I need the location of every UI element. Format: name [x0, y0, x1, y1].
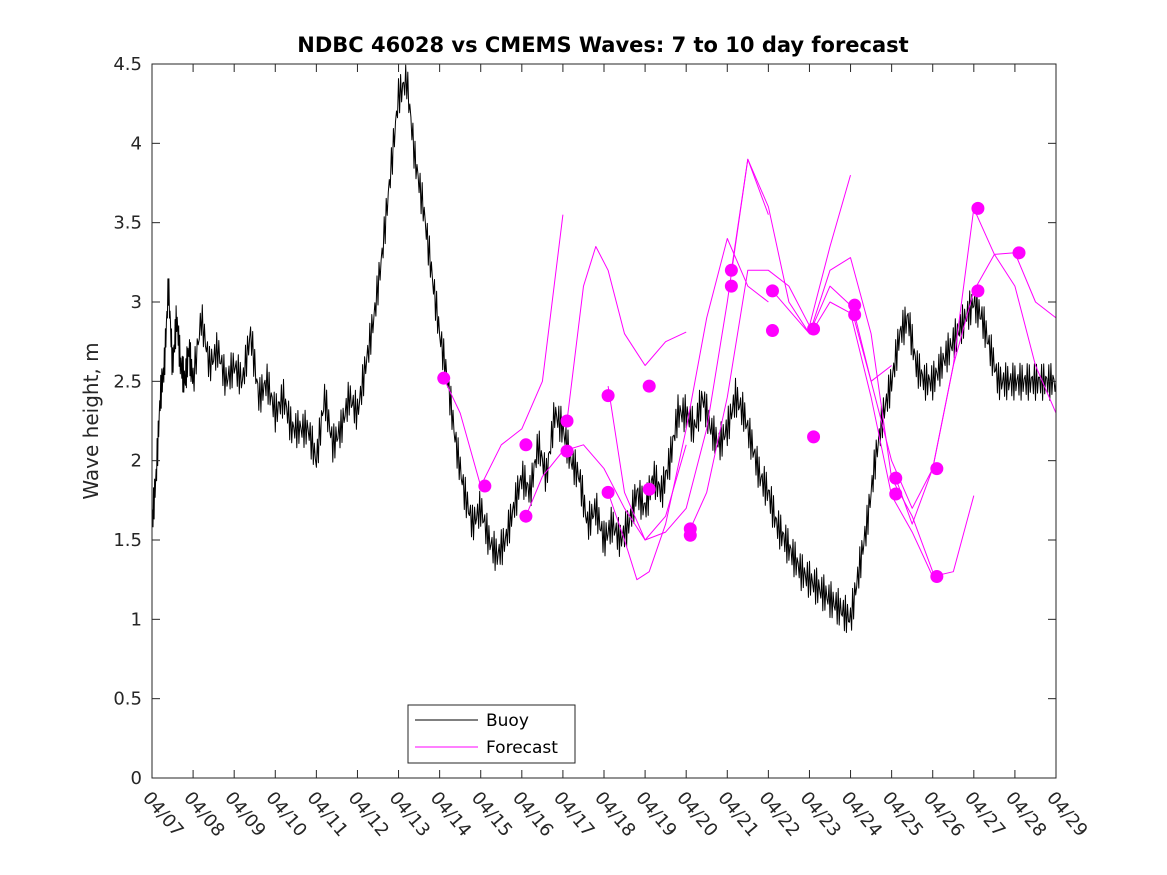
forecast-start-marker — [765, 324, 779, 338]
y-tick-label: 1.5 — [113, 530, 142, 551]
y-tick-label: 0 — [131, 768, 142, 789]
x-tick-label: 04/10 — [261, 788, 310, 841]
forecast-start-marker — [889, 471, 903, 485]
forecast-start-marker — [971, 201, 985, 215]
x-tick-label: 04/18 — [590, 788, 639, 841]
legend-label-forecast: Forecast — [486, 738, 558, 758]
x-tick-label: 04/12 — [344, 788, 393, 841]
y-tick-label: 1 — [131, 609, 142, 630]
x-tick-label: 04/27 — [960, 788, 1009, 841]
y-tick-label: 4.5 — [113, 54, 142, 75]
x-tick-label: 04/23 — [796, 788, 845, 841]
forecast-start-marker — [724, 279, 738, 293]
forecast-start-marker — [971, 284, 985, 298]
forecast-start-marker — [683, 528, 697, 542]
forecast-series-line — [443, 214, 564, 487]
forecast-start-marker — [601, 389, 615, 403]
buoy-series-line — [151, 64, 1057, 633]
x-tick-label: 04/17 — [549, 788, 598, 841]
forecast-start-marker — [519, 509, 533, 523]
forecast-start-marker — [765, 284, 779, 298]
forecast-start-marker — [560, 414, 574, 428]
y-axis-label: Wave height, m — [79, 342, 103, 499]
forecast-start-marker — [519, 438, 533, 452]
forecast-start-marker — [848, 298, 862, 312]
forecast-start-marker — [478, 479, 492, 493]
x-tick-label: 04/29 — [1042, 788, 1091, 841]
forecast-start-marker — [1012, 246, 1026, 260]
x-tick-label: 04/22 — [755, 788, 804, 841]
x-tick-label: 04/07 — [138, 788, 187, 841]
forecast-start-marker — [601, 485, 615, 499]
x-tick-label: 04/19 — [631, 788, 680, 841]
x-tick-label: 04/25 — [878, 788, 927, 841]
forecast-start-marker — [807, 430, 821, 444]
x-tick-label: 04/09 — [220, 788, 269, 841]
forecast-series-line — [689, 174, 851, 530]
forecast-start-marker — [930, 569, 944, 583]
forecast-start-marker — [807, 322, 821, 336]
x-tick-label: 04/26 — [919, 788, 968, 841]
x-tick-label: 04/14 — [426, 788, 475, 841]
x-tick-label: 04/20 — [672, 788, 721, 841]
forecast-start-marker — [930, 462, 944, 476]
x-tick-label: 04/28 — [1001, 788, 1050, 841]
x-tick-label: 04/13 — [385, 788, 434, 841]
forecast-series-line — [566, 246, 687, 422]
forecast-series-line — [607, 238, 769, 581]
y-axis: 0 0.5 1 1.5 2 2.5 3 3.5 4 4.5 — [113, 54, 1056, 789]
forecast-start-marker — [642, 482, 656, 496]
y-tick-label: 3.5 — [113, 213, 142, 234]
forecast-start-marker — [724, 263, 738, 277]
x-tick-label: 04/24 — [837, 788, 886, 841]
legend-label-buoy: Buoy — [486, 711, 529, 731]
marker-layer — [437, 201, 1026, 583]
y-tick-label: 4 — [131, 133, 142, 154]
legend-box — [407, 704, 576, 764]
legend: Buoy Forecast — [407, 704, 576, 764]
forecast-start-marker — [848, 308, 862, 322]
forecast-start-marker — [889, 487, 903, 501]
chart-title: NDBC 46028 vs CMEMS Waves: 7 to 10 day f… — [297, 33, 908, 57]
forecast-start-marker — [642, 379, 656, 393]
y-tick-label: 2.5 — [113, 371, 142, 392]
y-tick-label: 0.5 — [113, 689, 142, 710]
x-tick-label: 04/21 — [713, 788, 762, 841]
x-tick-label: 04/08 — [179, 788, 228, 841]
x-tick-label: 04/16 — [508, 788, 557, 841]
forecast-start-marker — [437, 371, 451, 385]
y-tick-label: 3 — [131, 292, 142, 313]
forecast-start-marker — [560, 444, 574, 458]
x-tick-label: 04/15 — [467, 788, 516, 841]
forecast-series-line — [525, 444, 687, 541]
x-tick-label: 04/11 — [303, 788, 352, 841]
y-tick-label: 2 — [131, 451, 142, 472]
